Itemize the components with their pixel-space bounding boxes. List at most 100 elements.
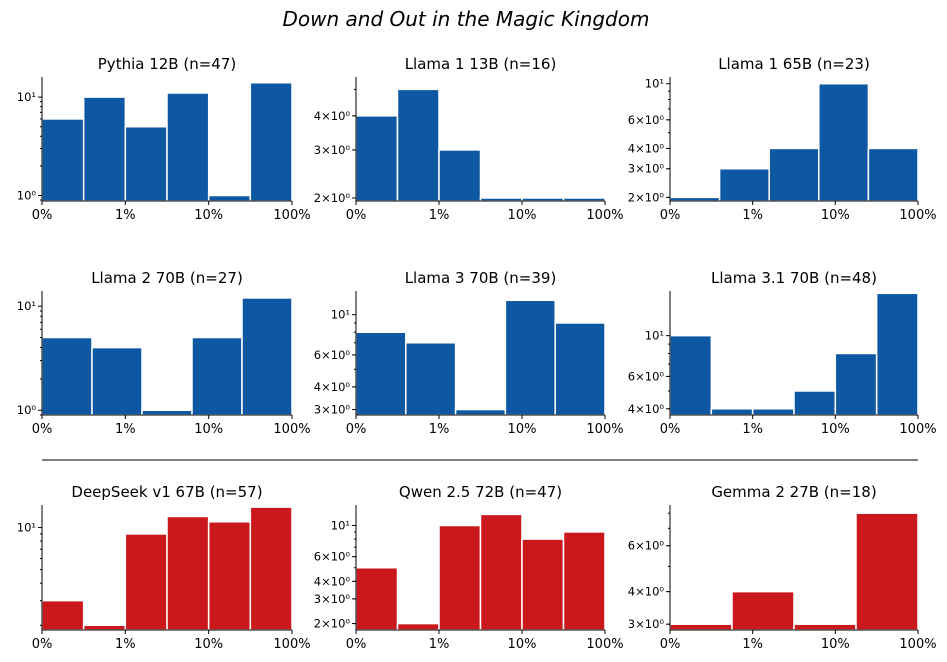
x-tick-label: 10%: [821, 637, 850, 652]
x-tick-label: 100%: [273, 208, 310, 223]
x-tick-label: 1%: [742, 637, 763, 652]
bar: [438, 149, 482, 202]
y-tick-label: 4×10⁰: [314, 574, 351, 588]
chart-title: Llama 2 70B (n=27): [91, 269, 243, 287]
x-tick-label: 0%: [660, 637, 681, 652]
bar: [710, 408, 754, 416]
y-tick-label: 2×10⁰: [314, 191, 351, 205]
chart-title: Pythia 12B (n=47): [98, 55, 236, 73]
x-tick-label: 0%: [32, 422, 53, 437]
bar: [124, 533, 168, 631]
bar: [504, 299, 556, 416]
figure-title: Down and Out in the Magic Kingdom: [283, 7, 650, 31]
x-tick-label: 1%: [742, 422, 763, 437]
chart-title: Qwen 2.5 72B (n=47): [399, 483, 562, 501]
bar: [454, 408, 507, 416]
bar: [718, 167, 770, 202]
chart-title: Llama 3.1 70B (n=48): [711, 269, 877, 287]
bar: [166, 515, 210, 631]
bar: [793, 623, 857, 631]
x-tick-label: 10%: [508, 422, 537, 437]
bar: [355, 331, 407, 416]
bar: [41, 599, 85, 631]
y-tick-label: 6×10⁰: [314, 348, 351, 362]
y-tick-label: 3×10⁰: [314, 592, 351, 606]
bar: [166, 92, 210, 202]
bar: [41, 118, 85, 202]
y-tick-label: 6×10⁰: [628, 539, 665, 553]
bar: [249, 506, 293, 631]
y-tick-label: 10¹: [331, 308, 350, 322]
y-tick-label: 10¹: [17, 90, 36, 104]
bar: [405, 342, 457, 416]
y-tick-label: 6×10⁰: [314, 550, 351, 564]
bar: [82, 624, 127, 631]
bar: [731, 590, 795, 631]
y-tick-label: 10¹: [17, 299, 36, 313]
x-tick-label: 1%: [115, 208, 136, 223]
bar: [521, 538, 565, 631]
chart-panel: Llama 1 65B (n=23) 0% 1% 10% 100% 2×10⁰ 3×10⁰ 4…: [628, 55, 937, 223]
bar: [554, 322, 606, 416]
x-tick-label: 100%: [899, 637, 936, 652]
y-tick-label: 2×10⁰: [628, 190, 665, 204]
bar: [751, 408, 795, 416]
x-tick-label: 1%: [429, 208, 450, 223]
chart-panel: Gemma 2 27B (n=18) 0% 1% 10% 100% 3×10⁰ 4×10⁰ 6…: [628, 483, 937, 652]
y-tick-label: 10¹: [17, 521, 36, 535]
x-tick-label: 0%: [660, 208, 681, 223]
x-tick-label: 0%: [346, 422, 367, 437]
chart-panel: DeepSeek v1 67B (n=57) 0% 1% 10% 100% 10¹: [17, 483, 311, 652]
bar: [867, 147, 919, 202]
chart-title: Llama 1 13B (n=16): [405, 55, 557, 73]
chart-panel: Llama 3 70B (n=39) 0% 1% 10% 100% 3×10⁰ 4×10⁰ 6…: [314, 269, 624, 437]
x-tick-label: 1%: [115, 637, 136, 652]
x-tick-label: 0%: [32, 637, 53, 652]
x-tick-label: 100%: [586, 637, 623, 652]
bar: [241, 297, 293, 416]
bar: [249, 81, 293, 202]
chart-title: Llama 1 65B (n=23): [718, 55, 870, 73]
bar: [793, 390, 837, 416]
y-tick-label: 10⁰: [17, 403, 37, 417]
chart-panel: Llama 1 13B (n=16) 0% 1% 10% 100% 2×10⁰ 3×10⁰ 4…: [314, 55, 624, 223]
bar: [207, 194, 252, 202]
y-tick-label: 6×10⁰: [628, 113, 665, 127]
bar: [562, 531, 606, 631]
bar: [124, 125, 168, 202]
chart-title: Llama 3 70B (n=39): [405, 269, 557, 287]
y-tick-label: 4×10⁰: [628, 402, 665, 416]
bar: [834, 352, 878, 416]
y-tick-label: 4×10⁰: [628, 585, 665, 599]
x-tick-label: 100%: [899, 422, 936, 437]
y-tick-label: 3×10⁰: [314, 143, 351, 157]
x-tick-label: 10%: [194, 637, 223, 652]
x-tick-label: 100%: [899, 208, 936, 223]
x-tick-label: 0%: [32, 208, 53, 223]
bar: [768, 147, 820, 202]
bar: [355, 115, 399, 202]
x-tick-label: 0%: [660, 422, 681, 437]
y-tick-label: 4×10⁰: [314, 380, 351, 394]
y-tick-label: 10¹: [645, 329, 664, 343]
chart-panel: Llama 3.1 70B (n=48) 0% 1% 10% 100% 4×10⁰ 6×10…: [628, 269, 937, 437]
bar: [669, 334, 713, 416]
y-tick-label: 10¹: [645, 77, 664, 91]
bar: [875, 292, 919, 416]
bar: [669, 623, 733, 631]
bar: [818, 82, 870, 202]
bar: [438, 524, 482, 631]
bar: [669, 196, 721, 202]
chart-panel: Qwen 2.5 72B (n=47) 0% 1% 10% 100% 2×10⁰ 3×10⁰…: [314, 483, 624, 652]
x-tick-label: 0%: [346, 637, 367, 652]
y-tick-label: 4×10⁰: [628, 141, 665, 155]
y-tick-label: 2×10⁰: [314, 617, 351, 631]
x-tick-label: 100%: [586, 422, 623, 437]
x-tick-label: 1%: [429, 637, 450, 652]
y-tick-label: 4×10⁰: [314, 109, 351, 123]
x-tick-label: 100%: [273, 637, 310, 652]
x-tick-label: 10%: [508, 208, 537, 223]
bar: [855, 512, 919, 631]
bar: [191, 336, 243, 416]
